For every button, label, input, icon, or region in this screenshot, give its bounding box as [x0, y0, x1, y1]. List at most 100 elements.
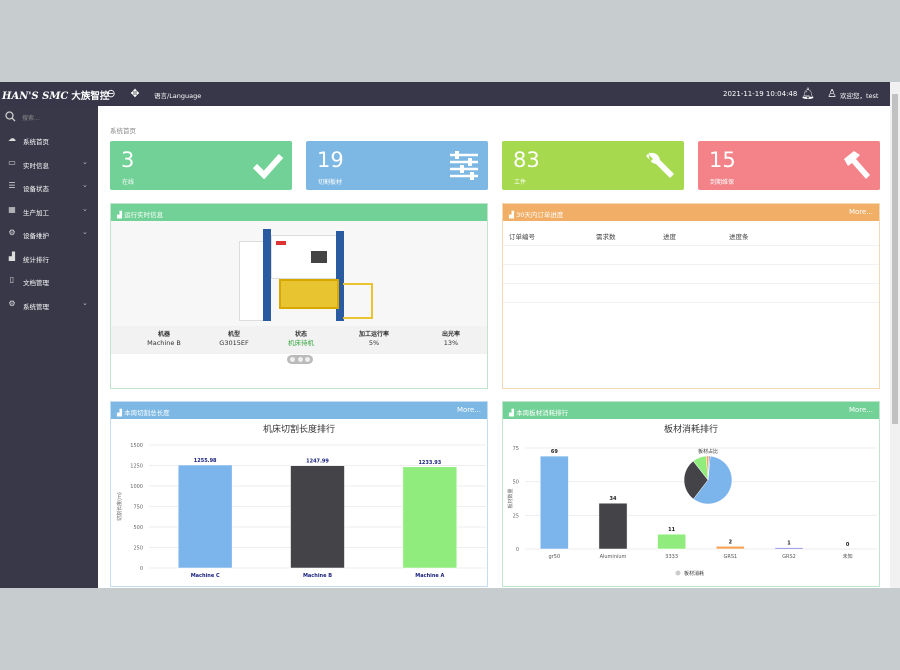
panel-header: ▟ 运行实时信息	[111, 204, 487, 221]
cloud-icon: ☁	[8, 134, 16, 143]
pie-slice	[707, 455, 711, 481]
more-link[interactable]: More...	[848, 208, 873, 216]
sidebar-item-label: 系统首页	[23, 138, 49, 146]
grid-icon: ▦	[8, 204, 16, 214]
y-tick-label: 0	[516, 547, 519, 553]
chart-title: 板材消耗排行	[664, 423, 718, 435]
bar	[177, 464, 233, 569]
brand-cn: 大族智控	[71, 91, 110, 102]
datetime: 2021-11-19 10:04:48	[723, 90, 798, 98]
sidebar-item-label: 设备状态	[23, 185, 49, 193]
logo: HAN'S SMC 大族智控	[2, 88, 109, 102]
sidebar-item[interactable]: ⚙ 设备维护 ⌄	[0, 222, 98, 246]
search-input[interactable]: 搜索...	[22, 115, 40, 122]
column-header[interactable]: 订单编号	[509, 233, 535, 241]
user-icon[interactable]: ♙	[827, 87, 837, 100]
stat-value: 19	[317, 148, 344, 172]
sidebar-item[interactable]: ⚙ 系统管理 ⌄	[0, 293, 98, 317]
sidebar-item-label: 设备维护	[23, 232, 49, 240]
sidebar-item[interactable]: ☰ 设备状态 ⌄	[0, 175, 98, 199]
stat-value: 15	[709, 148, 736, 172]
bar	[657, 533, 686, 550]
scrollbar[interactable]	[890, 82, 900, 588]
info-label: 出光率	[441, 331, 460, 338]
data-label: 1	[787, 541, 791, 547]
scrollbar-thumb[interactable]	[892, 94, 898, 424]
stat-card[interactable]: 19 切割板材	[306, 141, 488, 190]
hammer-icon	[844, 151, 870, 179]
sidebar-item[interactable]: ☁ 系统首页	[0, 128, 98, 152]
x-tick-label: 3333	[665, 554, 678, 560]
machine-image	[111, 221, 487, 326]
realtime-panel: ▟ 运行实时信息 机器 Machine B 机型 G3015EF 状态 机床待机 加工运行率…	[110, 203, 488, 389]
material-panel: ▟ 本周板材消耗排行 More... 板材消耗排行 0 25 50 75 板材数量 69 gr5…	[502, 401, 880, 587]
machine-info-column: 状态 机床待机	[266, 330, 336, 348]
y-tick-label: 0	[140, 566, 143, 572]
sidebar-item[interactable]: ▭ 实时信息 ⌄	[0, 152, 98, 176]
breadcrumb[interactable]: 系统首页	[110, 127, 136, 135]
y-tick-label: 750	[133, 505, 143, 511]
x-tick-label: gr50	[549, 554, 561, 560]
back-circle-icon[interactable]: ⊖	[106, 87, 116, 100]
document-icon: ▯	[9, 275, 15, 284]
pie-slice	[683, 460, 709, 500]
bell-icon[interactable]: 🔔︎	[801, 87, 815, 100]
info-value: 5%	[368, 339, 380, 347]
sidebar-item-label: 系统管理	[23, 302, 49, 311]
data-label: 11	[668, 527, 675, 533]
panel-title: ▟ 运行实时信息	[117, 211, 164, 219]
data-label: 0	[846, 542, 850, 548]
bar	[598, 502, 628, 550]
sidebar-item[interactable]: ▟ 统计排行	[0, 246, 98, 270]
panel-title: ▟ 本周板材消耗排行	[509, 409, 569, 417]
sidebar-item[interactable]: ▯ 文档管理	[0, 269, 98, 293]
column-header[interactable]: 进度	[663, 233, 676, 241]
sidebar-search[interactable]: 搜索...	[0, 106, 98, 128]
chevron-down-icon: ⌄	[82, 298, 88, 307]
wrench-icon	[646, 152, 674, 178]
info-value: 13%	[443, 339, 459, 347]
data-label: 1255.98	[194, 458, 217, 464]
more-link[interactable]: More...	[848, 406, 873, 414]
more-link[interactable]: More...	[456, 406, 481, 414]
info-value: Machine B	[147, 339, 181, 347]
sidebar-item-label: 文档管理	[23, 279, 49, 287]
user-menu[interactable]: 欢迎您，test	[840, 92, 879, 100]
panel-title: ▟ 本周切割总长度	[117, 409, 170, 417]
cutting-panel: ▟ 本周切割总长度 More... 机床切割长度排行 0 250 500 750 1000 1…	[110, 401, 488, 587]
info-value: G3015EF	[219, 339, 249, 347]
sidebar-item[interactable]: ▦ 生产加工 ⌄	[0, 199, 98, 223]
orders-panel: ▟ 30天内订单进度 More... 订单编号 需求数 进度 进度条	[502, 203, 880, 389]
y-tick-label: 50	[513, 480, 519, 486]
x-tick-label: Machine C	[191, 573, 220, 579]
y-tick-label: 1250	[130, 464, 143, 470]
fullscreen-icon[interactable]: ✥	[130, 87, 140, 100]
sliders-icon	[450, 151, 478, 180]
stat-card[interactable]: 3 在线	[110, 141, 292, 190]
x-tick-label: Aluminium	[600, 554, 627, 560]
monitor-icon: ▭	[8, 157, 16, 167]
column-header[interactable]: 进度条	[729, 233, 749, 241]
y-axis-label: 板材数量	[507, 488, 514, 508]
stat-card[interactable]: 83 工件	[502, 141, 684, 190]
stat-card[interactable]: 15 到期维保	[698, 141, 880, 190]
panel-header: ▟ 本周板材消耗排行 More...	[503, 402, 879, 419]
sidebar-item-label: 生产加工	[23, 208, 49, 217]
machine-info-column: 机器 Machine B	[129, 330, 199, 348]
pie-title: 板材占比	[698, 448, 718, 455]
bar	[402, 466, 458, 569]
panel-header: ▟ 30天内订单进度 More...	[503, 204, 879, 221]
language-menu[interactable]: 语言/Language	[154, 92, 202, 100]
info-label: 加工运行率	[358, 331, 389, 338]
stat-label: 工件	[514, 179, 527, 186]
chevron-down-icon: ⌄	[82, 157, 88, 166]
bar	[716, 546, 745, 550]
x-tick-label: GRS2	[782, 554, 796, 560]
info-label: 机型	[227, 331, 240, 338]
y-tick-label: 75	[513, 446, 519, 452]
machine-info-column: 出光率 13%	[416, 330, 486, 348]
chevron-down-icon: ⌄	[82, 181, 88, 189]
column-header[interactable]: 需求数	[596, 233, 616, 241]
data-label: 1233.93	[418, 460, 441, 466]
carousel-dots[interactable]	[287, 355, 313, 364]
